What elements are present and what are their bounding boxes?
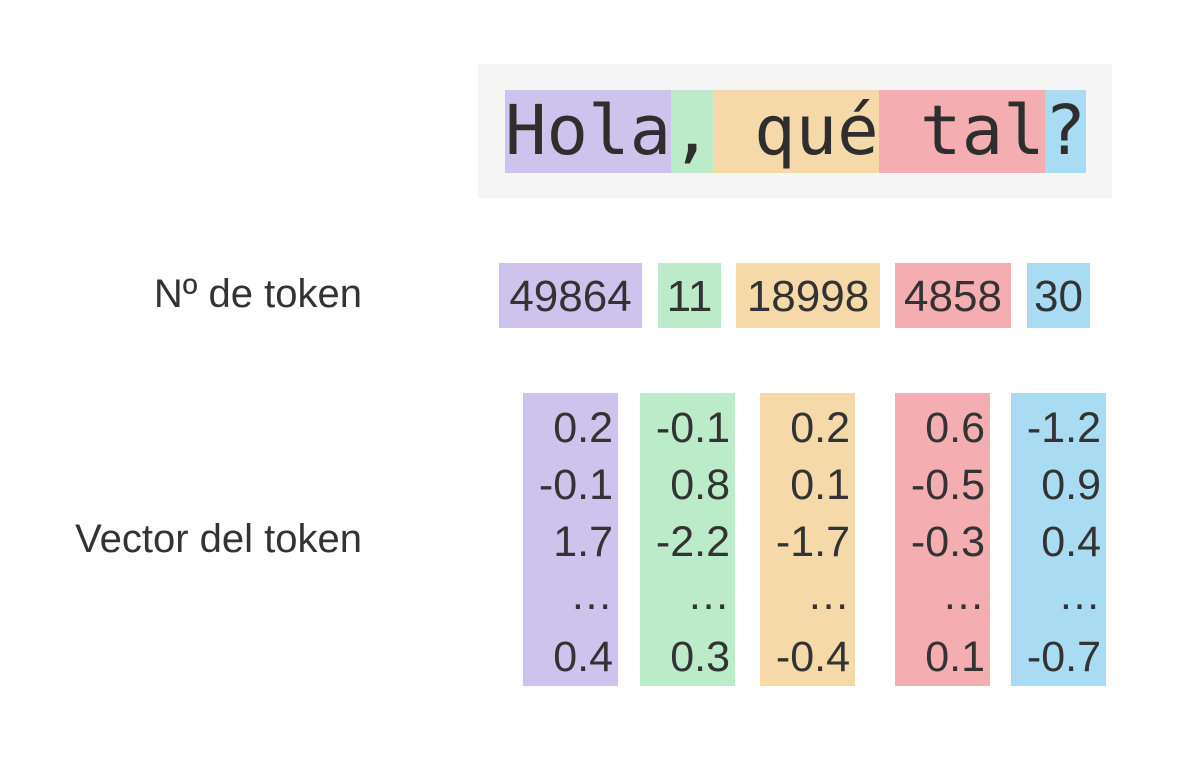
vector-column: 0.2 -0.1 1.7 … 0.4: [523, 393, 618, 686]
vector-value: -0.7: [1026, 633, 1101, 681]
token-id: 11: [658, 263, 721, 328]
vector-value: 0.8: [670, 461, 730, 509]
vector-value: 0.2: [553, 404, 613, 452]
token-id: 30: [1027, 263, 1090, 328]
vector-ellipsis: …: [687, 571, 730, 619]
token-id: 4858: [895, 263, 1011, 328]
vector-value: -0.3: [910, 518, 985, 566]
vector-value: -2.2: [655, 518, 730, 566]
vector-ellipsis: …: [1058, 571, 1101, 619]
vector-value: 0.1: [790, 461, 850, 509]
vector-ellipsis: …: [807, 571, 850, 619]
vector-value: 0.6: [925, 404, 985, 452]
vector-value: -0.1: [538, 461, 613, 509]
token-id-label: Nº de token: [153, 272, 362, 316]
vector-value: 0.1: [925, 633, 985, 681]
token-text: tal: [878, 90, 1045, 173]
vector-label: Vector del token: [75, 517, 362, 561]
vector-column: -1.2 0.9 0.4 … -0.7: [1011, 393, 1106, 686]
vector-value: 0.4: [553, 633, 613, 681]
vector-column: -0.1 0.8 -2.2 … 0.3: [640, 393, 735, 686]
vector-value: 0.9: [1041, 461, 1101, 509]
token-text: qué: [712, 90, 879, 173]
vector-value: -0.4: [775, 633, 850, 681]
token-text: ,: [671, 90, 713, 173]
vector-value: -0.1: [655, 404, 730, 452]
vector-value: 0.4: [1041, 518, 1101, 566]
vector-column: 0.6 -0.5 -0.3 … 0.1: [895, 393, 990, 686]
vector-ellipsis: …: [570, 571, 613, 619]
vector-value: -1.2: [1026, 404, 1101, 452]
vector-value: 0.3: [670, 633, 730, 681]
vector-ellipsis: …: [942, 571, 985, 619]
token-text: Hola: [505, 90, 672, 173]
vector-value: 0.2: [790, 404, 850, 452]
vector-column: 0.2 0.1 -1.7 … -0.4: [760, 393, 855, 686]
vector-value: -1.7: [775, 518, 850, 566]
token-text: ?: [1044, 90, 1087, 173]
token-id: 49864: [499, 263, 642, 328]
vector-value: -0.5: [910, 461, 985, 509]
token-id: 18998: [736, 263, 880, 328]
vector-value: 1.7: [553, 518, 613, 566]
